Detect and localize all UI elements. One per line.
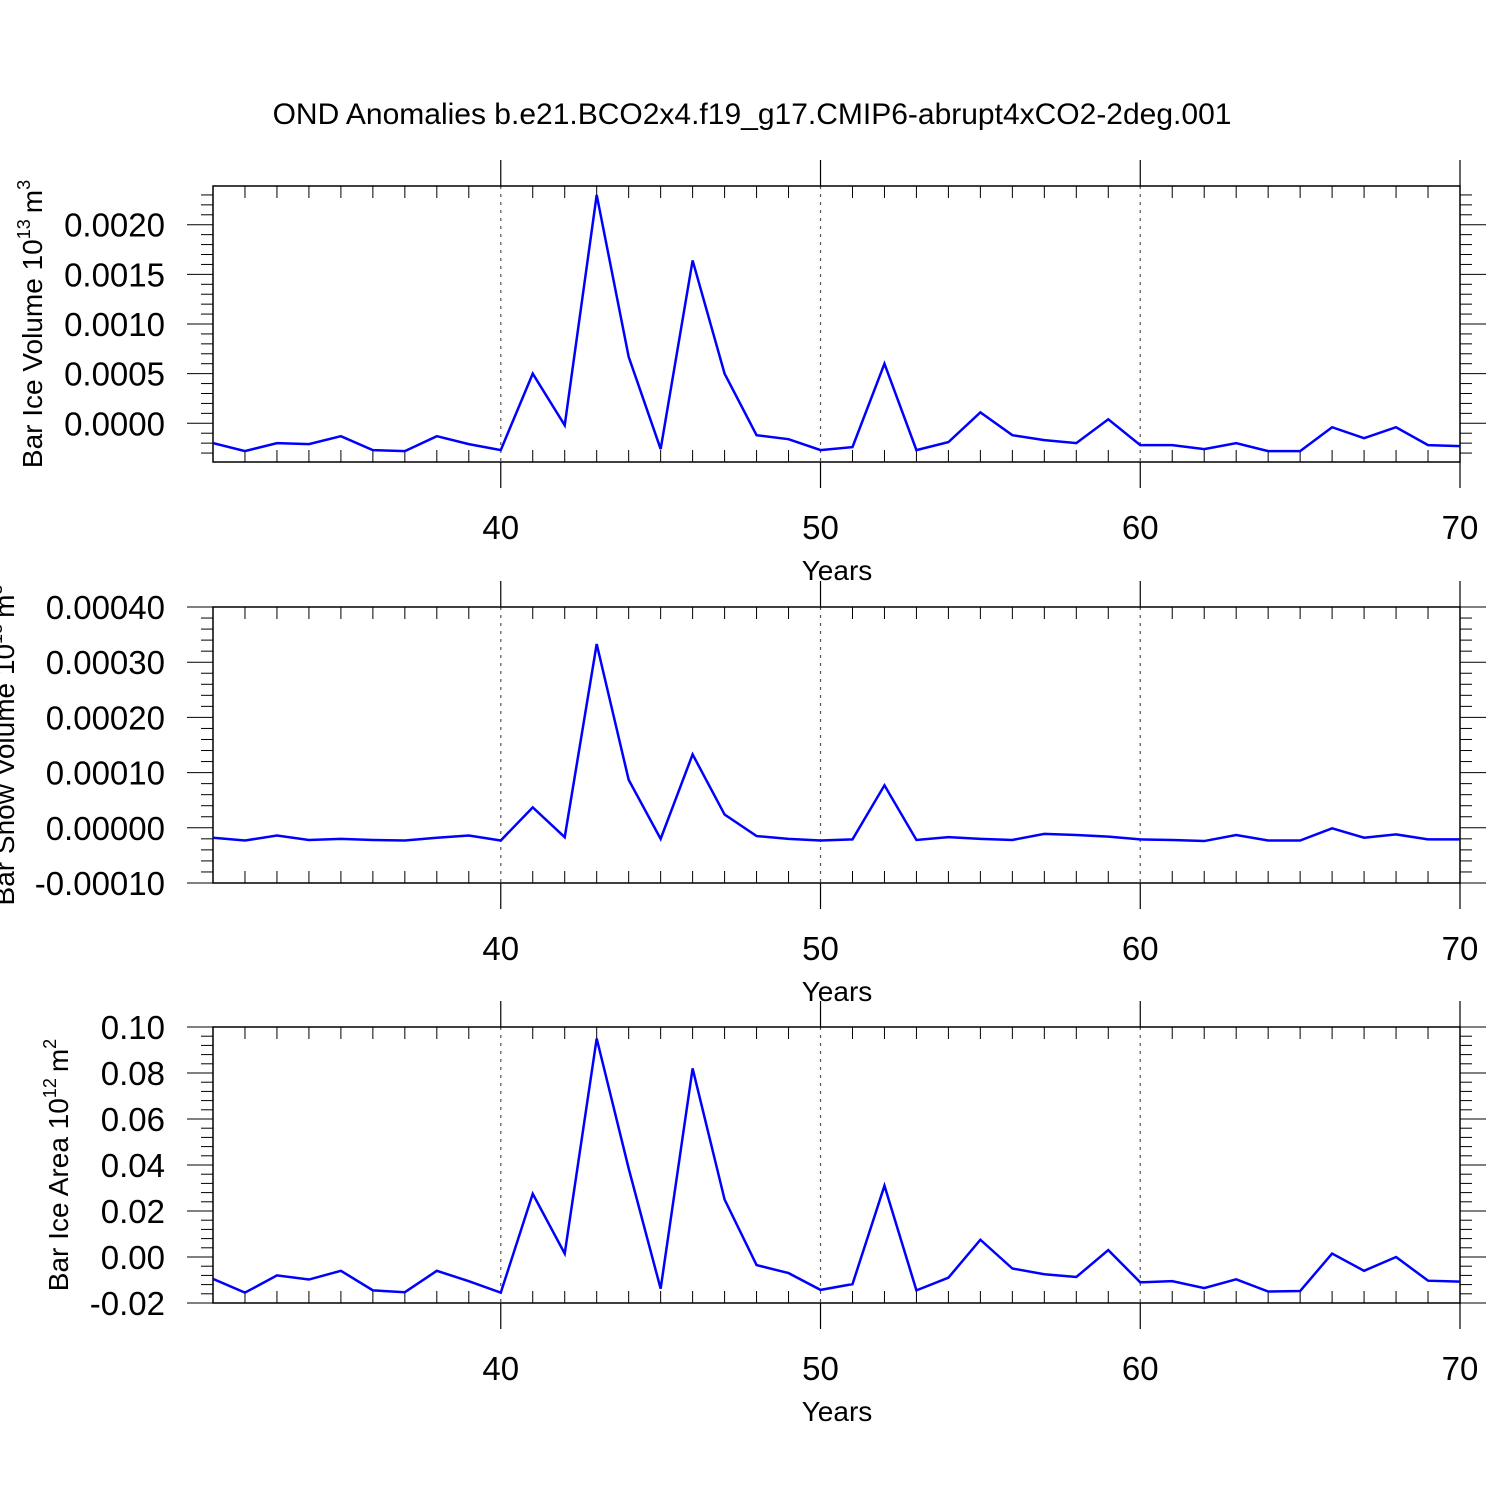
panels: 40 50 60 70 Years 0.0000 0.0005 0.0010 0.0015 0.0…: [0, 160, 1486, 1427]
panel-1: 40 50 60 70 Years 0.0000 0.0005 0.0010 0.0015 0.0…: [14, 160, 1486, 586]
y-tick-label: 0.00020: [46, 699, 165, 736]
y-axis-label-text: Bar Ice Area 10: [43, 1098, 74, 1291]
panel-3: 40 50 60 70 Years -0.02 0.00 0.02 0.04 0.06 0.08 0.…: [40, 1001, 1486, 1427]
chart-title: OND Anomalies b.e21.BCO2x4.f19_g17.CMIP6…: [273, 98, 1232, 131]
y-tick-label: 0.0015: [64, 256, 165, 293]
y-axis-label: Bar Snow Volume 1013 m3: [0, 585, 20, 906]
y-tick-label: 0.00000: [46, 810, 165, 847]
x-tick-label: 50: [802, 509, 839, 546]
x-tick-label: 40: [482, 509, 519, 546]
x-tick-label: 60: [1122, 509, 1159, 546]
x-tick-label: 40: [482, 1350, 519, 1387]
y-axis-label-text: Bar Ice Volume 10: [17, 239, 48, 468]
y-tick-label: -0.00010: [35, 865, 165, 902]
y-axis-label-unit-exp: 3: [0, 585, 6, 595]
series-line-1: [213, 643, 1460, 843]
y-axis-label-unit: m: [17, 190, 48, 213]
x-tick-label: 70: [1442, 930, 1479, 967]
x-tick-label: 50: [802, 1350, 839, 1387]
y-tick-label: 0.00010: [46, 755, 165, 792]
series-line-1: [213, 1038, 1460, 1295]
x-axis-label: Years: [802, 555, 873, 586]
y-axis-label-unit-exp: 3: [14, 180, 34, 190]
x-tick-label: 50: [802, 930, 839, 967]
y-tick-label: 0.02: [101, 1193, 165, 1230]
y-axis-label: Bar Ice Area 1012 m2: [40, 1039, 74, 1291]
y-axis-label-unit: m: [43, 1049, 74, 1072]
y-tick-label: 0.00040: [46, 589, 165, 626]
x-axis-label: Years: [802, 976, 873, 1007]
y-axis-label-unit: m: [0, 595, 20, 618]
y-tick-label: 0.00: [101, 1239, 165, 1276]
x-tick-label: 40: [482, 930, 519, 967]
y-axis-label: Bar Ice Volume 1013 m3: [14, 180, 48, 468]
y-tick-label: 0.08: [101, 1055, 165, 1092]
x-tick-label: 70: [1442, 1350, 1479, 1387]
y-axis-label-exp: 13: [14, 219, 34, 239]
plot-frame: [212, 606, 1461, 884]
x-tick-label: 70: [1442, 509, 1479, 546]
x-tick-label: 60: [1122, 930, 1159, 967]
y-axis-label-exp: 13: [0, 624, 6, 644]
y-tick-label: 0.0020: [64, 207, 165, 244]
y-axis-label-text: Bar Snow Volume 10: [0, 644, 20, 906]
y-tick-label: 0.10: [101, 1009, 165, 1046]
y-tick-label: 0.0010: [64, 306, 165, 343]
y-tick-label: -0.02: [90, 1285, 165, 1322]
y-axis-label-exp: 12: [40, 1078, 60, 1098]
y-tick-label: 0.06: [101, 1101, 165, 1138]
x-tick-label: 60: [1122, 1350, 1159, 1387]
panel-2: 40 50 60 70 Years -0.00010 0.00000 0.00010 0.000…: [0, 581, 1486, 1007]
y-tick-label: 0.00030: [46, 644, 165, 681]
y-tick-label: 0.0000: [64, 405, 165, 442]
series-line-1: [213, 194, 1460, 453]
y-tick-label: 0.0005: [64, 356, 165, 393]
y-tick-label: 0.04: [101, 1147, 165, 1184]
y-axis-label-unit-exp: 2: [40, 1039, 60, 1049]
x-axis-label: Years: [802, 1396, 873, 1427]
